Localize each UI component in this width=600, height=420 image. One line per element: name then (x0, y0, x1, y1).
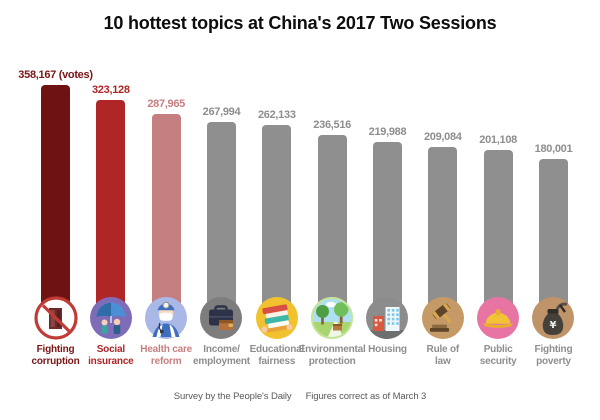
bar-value-label: 323,128 (91, 84, 130, 96)
no-corruption-icon (33, 296, 78, 340)
category-label: Educational fairness (249, 344, 305, 367)
category-label: Social insurance (88, 344, 134, 367)
category-label: Rule of law (426, 344, 460, 367)
bar-value-label: 180,001 (534, 143, 573, 155)
bar (151, 114, 181, 331)
hard-hat-icon (476, 296, 520, 340)
footer-note: Figures correct as of March 3 (305, 391, 427, 402)
briefcase-wallet-icon (199, 296, 243, 340)
bar-value-label: 287,965 (147, 98, 185, 110)
bar-value-label: 236,516 (313, 119, 351, 131)
bar (206, 122, 236, 331)
bar-value-label: 358,167 (votes) (18, 69, 93, 81)
books-stack-icon (255, 296, 299, 340)
footer-source: Survey by the People's Daily (173, 391, 292, 402)
category-label: Public security (479, 344, 517, 367)
category-label: Health care reform (140, 344, 193, 367)
svg-text:¥: ¥ (550, 320, 557, 331)
bar (96, 100, 126, 331)
category-label: Housing (368, 344, 407, 355)
gavel-icon (421, 296, 465, 340)
insurance-umbrella-icon (89, 296, 133, 340)
category-label: Income/employment (193, 344, 250, 367)
city-buildings-icon (365, 296, 409, 340)
money-sack-icon: ¥ (531, 296, 575, 340)
bar-value-label: 262,133 (257, 109, 296, 121)
category-label: Fighting corruption (31, 344, 80, 367)
bar-value-label: 267,994 (202, 106, 241, 118)
park-trees-icon (310, 296, 354, 340)
bar (262, 125, 292, 331)
category-label: Environmental protection (298, 344, 366, 367)
doctor-icon (144, 296, 188, 340)
category-label: Fighting poverty (534, 344, 573, 367)
bar (41, 85, 70, 331)
bar-value-label: 209,084 (423, 131, 462, 143)
bar-value-label: 219,988 (368, 126, 407, 138)
footer: Survey by the People's Daily Figures corr… (0, 391, 600, 402)
bar-value-label: 201,108 (479, 134, 517, 146)
page-title: 10 hottest topics at China's 2017 Two Se… (103, 13, 497, 33)
